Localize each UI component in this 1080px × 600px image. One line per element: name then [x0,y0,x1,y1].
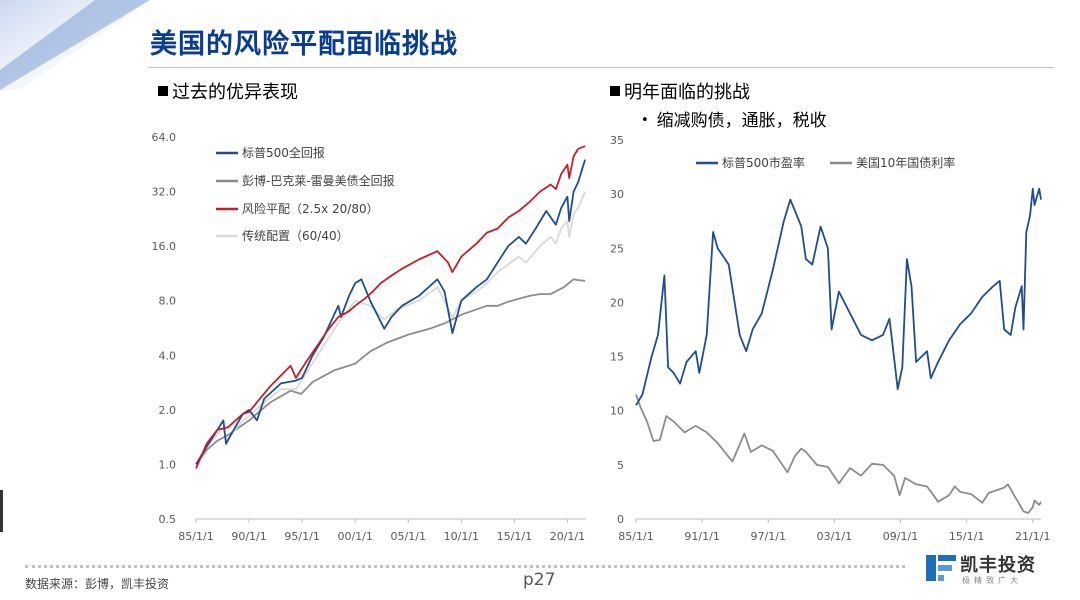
legend-label: 美国10年国债利率 [856,155,955,170]
y-tick-label: 25 [610,242,624,255]
company-logo: 凯丰投资 极精致广大 [924,549,1074,589]
x-tick-label: 91/1/1 [684,530,719,543]
y-tick-label: 1.0 [159,458,177,471]
y-tick-label: 0.5 [159,513,177,526]
x-tick-label: 85/1/1 [178,530,213,543]
series-line-1 [195,278,586,465]
bullet-text: 缩减购债，通胀，税收 [656,111,827,131]
x-tick-label: 85/1/1 [618,530,653,543]
right-bullet: • 缩减购债，通胀，税收 [641,106,827,131]
footer-source: 数据来源：彭博，凯丰投资 [25,577,170,591]
y-tick-label: 4.0 [159,349,177,362]
x-tick-label: 95/1/1 [284,530,319,543]
y-tick-label: 8.0 [159,295,177,308]
page-title: 美国的风险平配面临挑战 [150,29,458,60]
series-line-1 [635,394,1042,514]
heading-square-icon [158,86,168,96]
bullet-dot-icon: • [641,113,649,128]
y-tick-label: 0 [617,513,624,526]
legend-label: 彭博-巴克莱-雷曼美债全回报 [242,173,395,188]
y-tick-label: 5 [617,459,624,472]
logo-subtext: 极精致广大 [962,576,1022,585]
legend-label: 传统配置（60/40） [242,228,349,243]
legend-label: 标普500全回报 [242,145,325,160]
title-divider [148,67,1054,68]
y-tick-label: 20 [610,296,624,309]
x-tick-label: 97/1/1 [751,530,786,543]
right-heading-text: 明年面临的挑战 [624,82,750,103]
footer-dotted-rule [25,565,905,568]
x-tick-label: 15/1/1 [949,530,984,543]
x-tick-label: 10/1/1 [444,530,479,543]
logo-mark-icon [926,555,956,581]
y-tick-label: 30 [610,188,624,201]
x-tick-label: 90/1/1 [231,530,266,543]
corner-decoration [0,0,150,90]
right-panel-heading: 明年面临的挑战 [610,78,750,104]
x-tick-label: 20/1/1 [550,530,585,543]
y-tick-label: 35 [610,134,624,147]
y-tick-label: 64.0 [152,131,177,144]
page-number: p27 [523,570,556,590]
x-tick-label: 05/1/1 [391,530,426,543]
x-tick-label: 00/1/1 [337,530,372,543]
y-tick-label: 15 [610,351,624,364]
y-tick-label: 32.0 [152,186,177,199]
series-line-2 [195,145,586,469]
left-edge-bar [0,490,3,532]
left-panel-heading: 过去的优异表现 [158,78,298,104]
series-line-0 [635,187,1042,406]
x-tick-label: 21/1/1 [1015,530,1050,543]
heading-square-icon [610,86,620,96]
logo-text: 凯丰投资 [960,555,1036,576]
left-heading-text: 过去的优异表现 [172,82,298,103]
y-tick-label: 10 [610,405,624,418]
legend-label: 标普500市盈率 [722,155,805,170]
y-tick-label: 2.0 [159,404,177,417]
x-tick-label: 03/1/1 [817,530,852,543]
x-tick-label: 15/1/1 [497,530,532,543]
series-line-0 [195,159,586,465]
legend-label: 风险平配（2.5x 20/80） [242,201,379,216]
series-line-3 [195,191,586,465]
x-tick-label: 09/1/1 [883,530,918,543]
y-tick-label: 16.0 [152,240,177,253]
